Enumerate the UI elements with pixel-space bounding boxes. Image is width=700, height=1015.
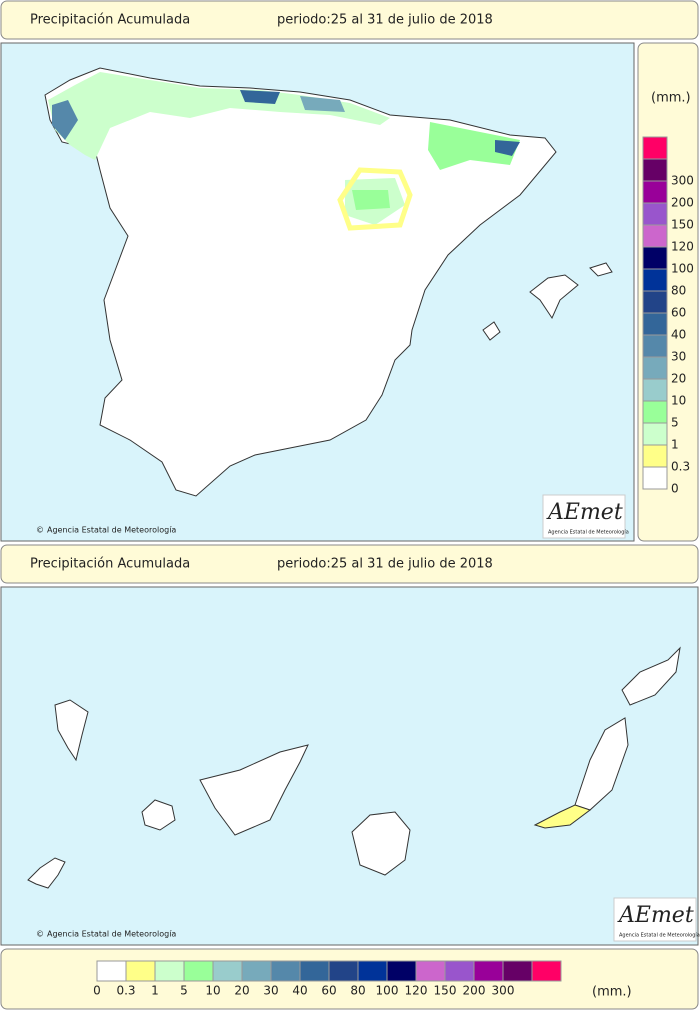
legend-label: 300: [492, 984, 515, 998]
legend-swatch: [642, 180, 668, 204]
legend-label: 60: [321, 984, 336, 998]
copyright-symbol: ©: [36, 930, 44, 939]
legend-label: 30: [671, 350, 686, 364]
logo-subtitle: Agencia Estatal de Meteorología: [548, 529, 629, 536]
legend-label: 1: [151, 984, 159, 998]
legend-swatch: [328, 960, 359, 982]
legend-label: 5: [180, 984, 188, 998]
legend-swatch: [642, 444, 668, 468]
title: Precipitación Acumulada: [30, 557, 190, 572]
legend-swatch: [642, 356, 668, 380]
legend-swatch: [642, 422, 668, 446]
header-bar: [0, 544, 699, 584]
legend-swatch: [642, 158, 668, 182]
logo: AEmet: [546, 500, 623, 525]
legend-label: 0: [93, 984, 101, 998]
legend-label: 300: [671, 174, 694, 188]
mainland-map: [44, 67, 613, 497]
legend-label: 80: [350, 984, 365, 998]
logo-box: [542, 494, 626, 539]
legend-swatch: [642, 312, 668, 336]
legend-label: 1: [671, 438, 679, 452]
legend-swatch: [444, 960, 475, 982]
copyright-symbol: ©: [36, 526, 44, 535]
legend-swatch: [642, 246, 668, 270]
legend-label: 40: [671, 328, 686, 342]
legend-unit: (mm.): [592, 985, 632, 1000]
credit: Agencia Estatal de Meteorología: [47, 526, 176, 535]
logo-box: [613, 897, 697, 942]
legend-label: 100: [376, 984, 399, 998]
legend-label: 0.3: [116, 984, 135, 998]
legend-label: 120: [405, 984, 428, 998]
legend-swatch: [183, 960, 214, 982]
legend-label: 150: [671, 218, 694, 232]
legend-swatch: [642, 400, 668, 424]
legend-swatch: [642, 290, 668, 314]
canary-map: [27, 646, 681, 889]
map-panel: [0, 586, 699, 946]
legend-label: 100: [671, 262, 694, 276]
legend-label: 200: [671, 196, 694, 210]
legend-label: 0.3: [671, 460, 690, 474]
legend-label: 5: [671, 416, 679, 430]
legend-label: 120: [671, 240, 694, 254]
legend-swatch: [642, 202, 668, 226]
legend-label: 10: [671, 394, 686, 408]
title: Precipitación Acumulada: [30, 13, 190, 28]
legend-swatch: [241, 960, 272, 982]
legend-label: 20: [234, 984, 249, 998]
period: periodo:25 al 31 de julio de 2018: [277, 13, 493, 28]
legend-label: 40: [292, 984, 307, 998]
period: periodo:25 al 31 de julio de 2018: [277, 557, 493, 572]
legend-swatch: [96, 960, 127, 982]
legend-swatch: [642, 224, 668, 248]
vertical-legend: 0 0.3 1 5 10 20 30 40 60 80 100 120 150 200 300: [642, 136, 694, 496]
horizontal-legend: 0 0.3 1 5 10 20 30 40 60 80 100 120 150 200 300: [93, 960, 562, 998]
credit: Agencia Estatal de Meteorología: [47, 930, 176, 939]
logo-subtitle: Agencia Estatal de Meteorología: [619, 932, 700, 939]
legend-label: 80: [671, 284, 686, 298]
legend-swatch: [642, 334, 668, 358]
legend-unit: (mm.): [651, 91, 691, 106]
legend-label: 0: [671, 482, 679, 496]
legend-swatch: [125, 960, 156, 982]
legend-swatch: [270, 960, 301, 982]
legend-swatch: [299, 960, 330, 982]
legend-label: 200: [463, 984, 486, 998]
legend-swatch: [386, 960, 417, 982]
legend-label: 20: [671, 372, 686, 386]
legend-swatch: [642, 378, 668, 402]
legend-swatch: [154, 960, 185, 982]
legend-swatch: [642, 268, 668, 292]
legend-swatch: [212, 960, 243, 982]
legend-label: 10: [205, 984, 220, 998]
legend-label: 60: [671, 306, 686, 320]
legend-label: 30: [263, 984, 278, 998]
legend-swatch: [642, 136, 668, 160]
legend-swatch: [473, 960, 504, 982]
legend-swatch: [357, 960, 388, 982]
legend-swatch: [642, 466, 668, 490]
legend-label: 150: [434, 984, 457, 998]
legend-swatch: [531, 960, 562, 982]
header-bar: [0, 0, 699, 40]
legend-swatch: [415, 960, 446, 982]
legend-swatch: [502, 960, 533, 982]
logo: AEmet: [617, 903, 694, 928]
